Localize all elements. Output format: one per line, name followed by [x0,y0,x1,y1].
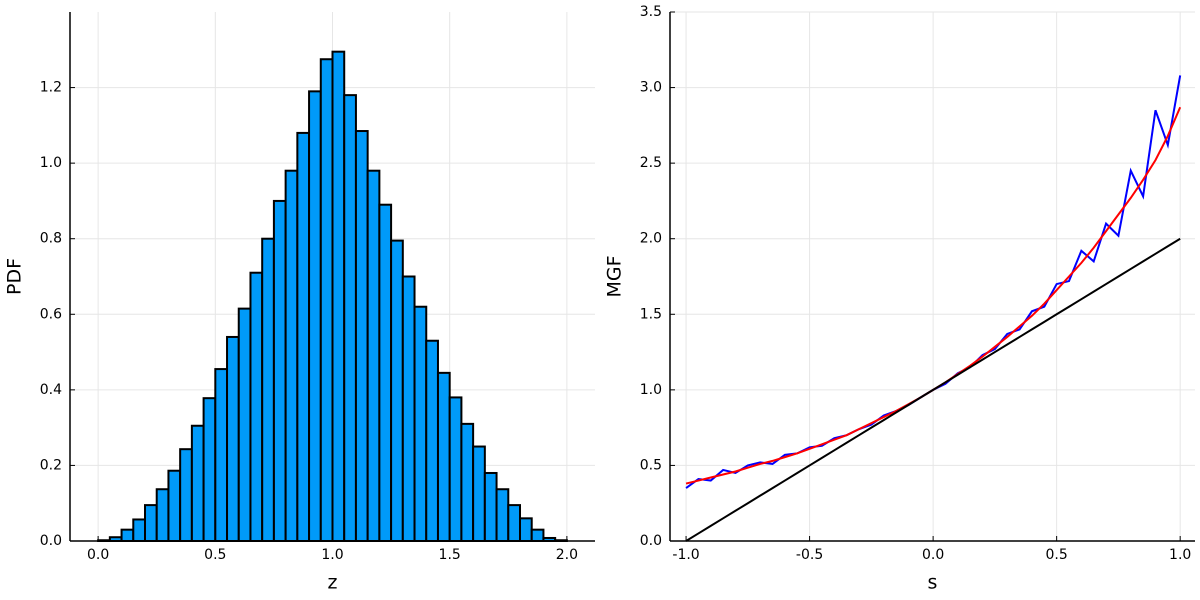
histogram-bar [401,275,416,542]
x-tick-label: 1.5 [439,547,461,563]
x-tick-label: 0.0 [87,547,109,563]
x-tick-label: -1.0 [672,547,699,563]
histogram-bar [413,305,428,542]
histogram-bar [460,422,475,542]
histogram-bar [237,307,252,542]
histogram-bar [308,90,322,542]
y-tick-label: 0.4 [40,382,62,398]
histogram-bar [319,58,334,542]
histogram-bar [249,271,264,542]
y-tick-label: 1.0 [40,155,62,171]
y-tick-label: 1.2 [40,80,62,96]
histogram-bar [436,371,451,542]
y-tick-label: 1.0 [640,382,662,398]
y-tick-label: 0.6 [40,306,62,322]
histogram-bar [272,199,287,543]
histogram-bar [144,504,158,543]
y-tick-label: 0.8 [40,231,62,247]
y-axis-label: PDF [4,258,26,295]
y-axis-label: MGF [604,255,626,297]
histogram-bar [132,518,146,543]
histogram-bar [214,368,229,543]
histogram-bar [296,131,311,543]
histogram-bar [284,169,299,542]
y-tick-label: 0.5 [640,457,662,473]
histogram-bar [179,448,193,543]
histogram-bar [530,528,545,543]
x-axis-label: s [928,572,938,594]
histogram-bar [495,488,510,543]
y-tick-label: 2.0 [640,231,662,247]
x-tick-label: 0.5 [204,547,226,563]
x-tick-label: 0.5 [1046,547,1068,563]
y-tick-label: 3.5 [640,4,662,20]
histogram-bar [261,237,275,542]
x-tick-label: 1.0 [321,547,343,563]
histogram-bar [425,339,439,542]
x-tick-label: -0.5 [796,547,823,563]
histogram-bar [378,203,393,542]
histogram-bar [167,469,182,542]
histogram-bar [507,504,521,543]
histogram-bar [448,396,463,542]
y-tick-label: 0.0 [40,533,62,549]
histogram-bar [343,94,357,542]
y-tick-label: 3.0 [640,80,662,96]
histogram-bar [202,397,217,543]
y-tick-label: 0.0 [640,533,662,549]
data-line [685,237,1181,542]
y-tick-label: 0.2 [40,457,62,473]
x-tick-label: 0.0 [922,547,944,563]
x-tick-label: 2.0 [556,547,578,563]
histogram-bar [331,50,346,543]
x-tick-label: 1.0 [1169,547,1191,563]
y-tick-label: 2.5 [640,155,662,171]
histogram-bar [483,471,498,542]
histogram-bar [472,445,486,542]
histogram-bar [226,335,240,543]
histogram-bar [354,130,369,542]
histogram-bar [366,169,381,542]
histogram-bar [519,517,533,542]
histogram-bar [390,239,404,542]
histogram-bar [190,424,205,542]
x-axis-label: z [328,572,338,594]
histogram-bar [120,528,135,543]
y-tick-label: 1.5 [640,306,662,322]
histogram-bar [155,488,170,543]
